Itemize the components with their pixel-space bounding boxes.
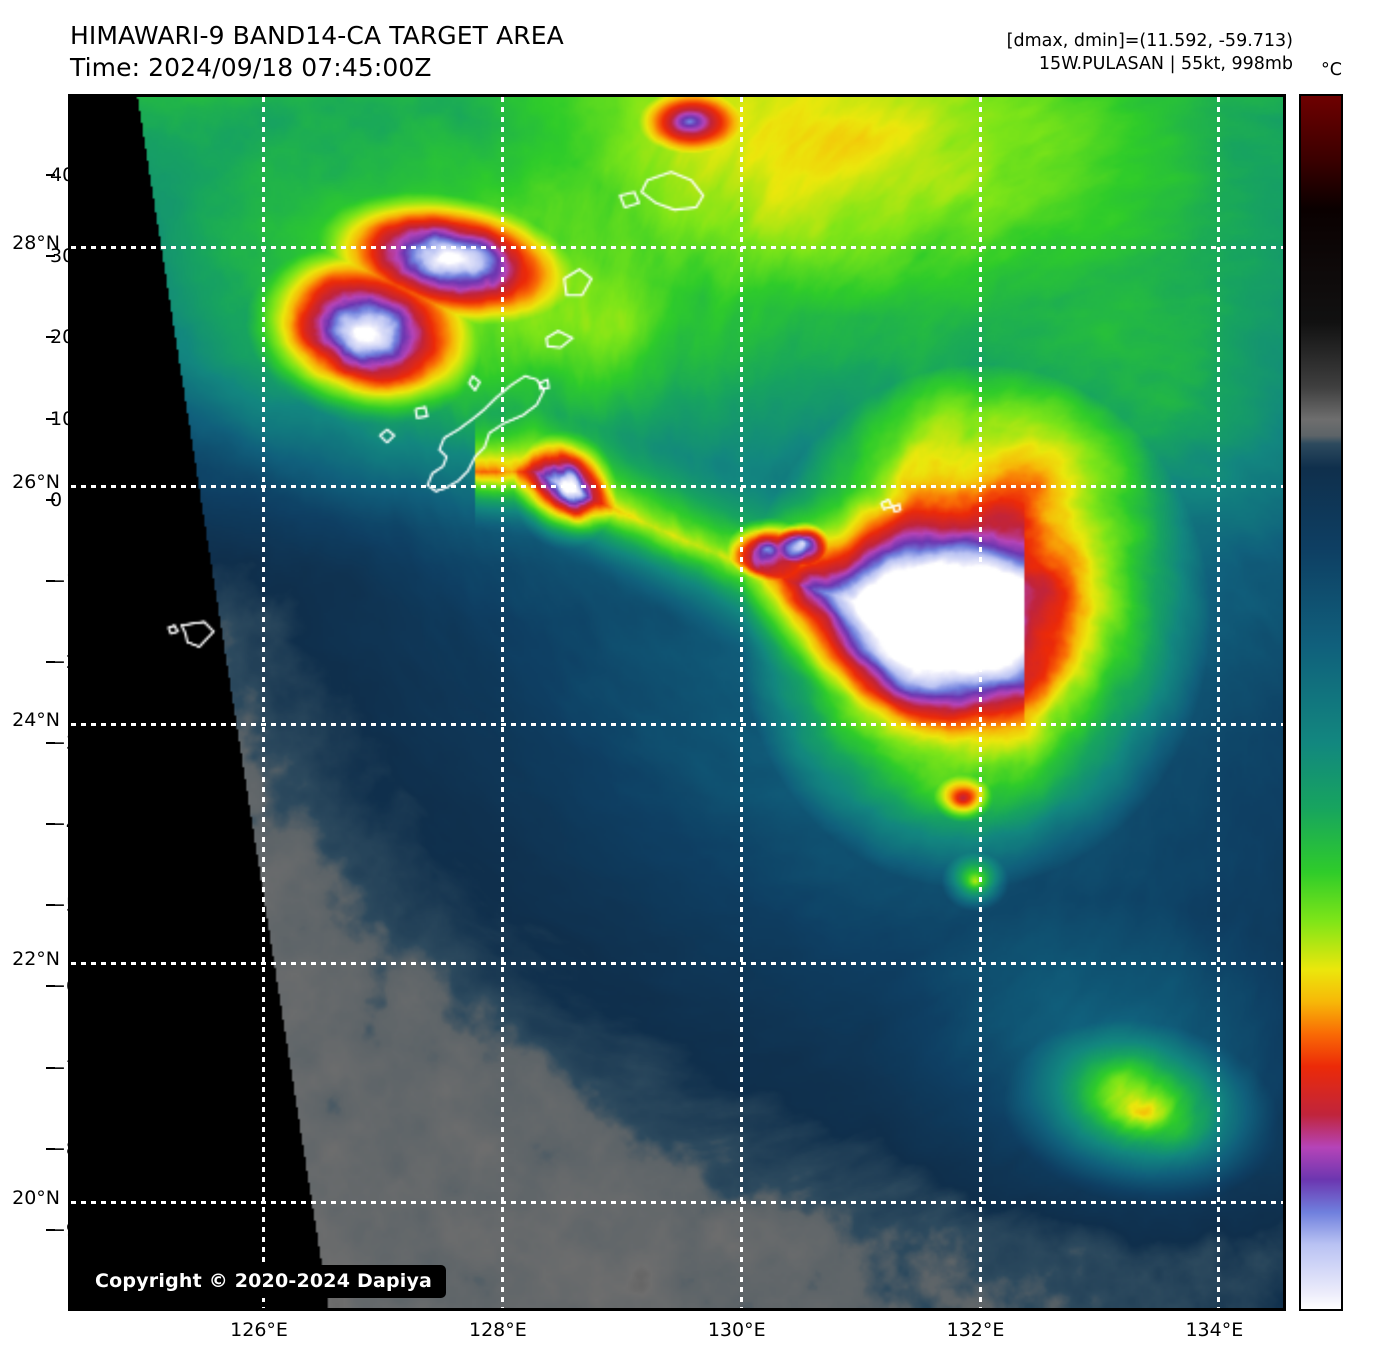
colorbar-tick-mark xyxy=(46,660,55,663)
colorbar-tick-mark xyxy=(46,174,55,177)
colorbar-tick-label-0: 40 xyxy=(50,164,75,187)
satellite-image-plot[interactable]: Copyright © 2020-2024 Dapiya xyxy=(68,94,1286,1311)
colorbar-tick-mark xyxy=(46,336,55,339)
colorbar-gradient xyxy=(1301,96,1341,1309)
latitude-tick-label-4: 20°N xyxy=(12,1186,60,1209)
colorbar-tick-label-2: 20 xyxy=(50,326,75,349)
colorbar-tick-label-3: 10 xyxy=(50,407,75,430)
header-title-block: HIMAWARI-9 BAND14-CA TARGET AREA Time: 2… xyxy=(70,20,564,84)
colorbar-tick-mark xyxy=(46,1066,55,1069)
colorbar-tick-label-6: −20 xyxy=(50,650,91,673)
latitude-tick-label-3: 22°N xyxy=(12,948,60,971)
colorbar-tick-label-11: −70 xyxy=(50,1056,91,1079)
page-title: HIMAWARI-9 BAND14-CA TARGET AREA xyxy=(70,21,564,50)
colorbar-tick-mark xyxy=(46,498,55,501)
latitude-tick-label-2: 24°N xyxy=(12,709,60,732)
data-range-readout: [dmax, dmin]=(11.592, -59.713) xyxy=(1006,31,1293,51)
longitude-tick-label-3: 132°E xyxy=(946,1319,1005,1341)
colorbar-tick-label-12: −80 xyxy=(50,1137,91,1160)
colorbar-tick-mark xyxy=(46,742,55,745)
colorbar-tick-label-7: −30 xyxy=(50,732,91,755)
observation-time: Time: 2024/09/18 07:45:00Z xyxy=(70,53,432,82)
colorbar-tick-mark xyxy=(46,1147,55,1150)
colorbar-tick-mark xyxy=(46,255,55,258)
colorbar-tick-label-5: −10 xyxy=(50,569,91,592)
colorbar-tick-label-10: −60 xyxy=(50,975,91,998)
longitude-tick-label-2: 130°E xyxy=(707,1319,766,1341)
longitude-tick-label-4: 134°E xyxy=(1185,1319,1244,1341)
longitude-tick-label-0: 126°E xyxy=(230,1319,288,1341)
latitude-tick-label-1: 26°N xyxy=(12,470,60,493)
colorbar-tick-mark xyxy=(46,1228,55,1231)
copyright-badge: Copyright © 2020-2024 Dapiya xyxy=(81,1265,447,1298)
colorbar-tick-mark xyxy=(46,579,55,582)
latitude-tick-label-0: 28°N xyxy=(12,232,60,255)
satellite-infrared-raster xyxy=(71,97,1283,1308)
colorbar-tick-label-8: −40 xyxy=(50,813,91,836)
colorbar-tick-mark xyxy=(46,823,55,826)
colorbar-unit-label: °C xyxy=(1321,60,1342,80)
longitude-tick-label-1: 128°E xyxy=(468,1319,527,1341)
colorbar-tick-label-13: −90 xyxy=(50,1218,91,1241)
storm-info-readout: 15W.PULASAN | 55kt, 998mb xyxy=(1038,54,1293,75)
colorbar-tick-label-1: 30 xyxy=(50,245,75,268)
colorbar-tick-mark xyxy=(46,985,55,988)
colorbar-tick-mark xyxy=(46,417,55,420)
colorbar-tick-label-4: 0 xyxy=(50,488,63,511)
temperature-colorbar[interactable] xyxy=(1299,94,1343,1311)
colorbar-tick-mark xyxy=(46,904,55,907)
colorbar-tick-label-9: −50 xyxy=(50,894,91,917)
header-meta-block: [dmax, dmin]=(11.592, -59.713) 15W.PULAS… xyxy=(1007,30,1293,76)
